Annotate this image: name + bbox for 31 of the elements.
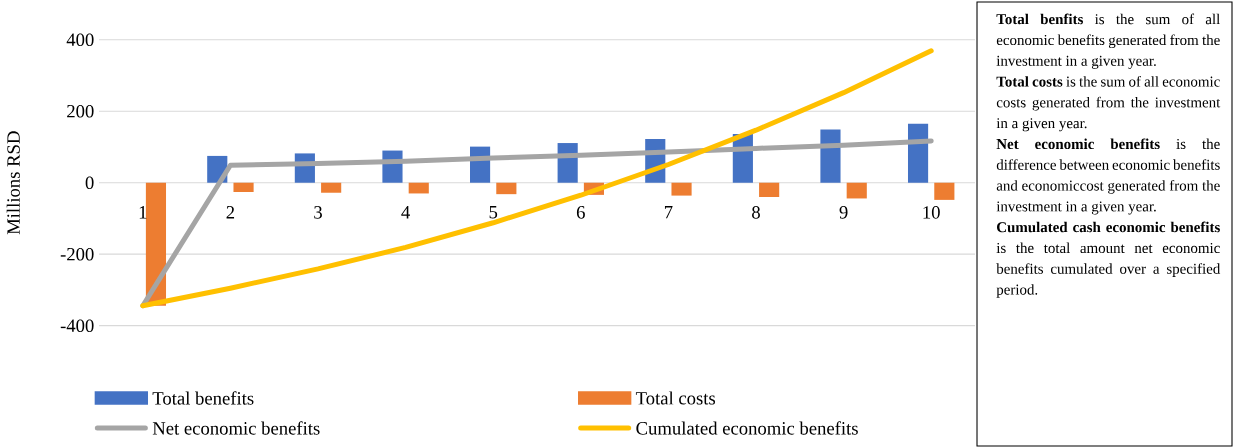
legend-label: Cumulated economic benefits <box>636 421 858 435</box>
bar <box>496 182 517 195</box>
x-tick-label: 9 <box>839 206 848 219</box>
text: Total benfits is the sum of all economic benefits generated from the investment in a given year. <box>996 13 1220 69</box>
legend-label: Net economic benefits <box>152 421 320 435</box>
legend-label: Total benefits <box>152 391 254 405</box>
bar <box>934 182 955 200</box>
bar <box>408 182 429 194</box>
y-tick-label: -400 <box>60 319 94 333</box>
y-tick-label: -200 <box>60 247 94 261</box>
bar <box>321 182 342 193</box>
x-tick-label: 6 <box>576 206 585 219</box>
x-tick-label: 7 <box>664 206 673 219</box>
x-tick-label: 3 <box>314 206 322 219</box>
x-tick-label: 8 <box>752 206 760 219</box>
y-tick-label: 200 <box>67 104 94 118</box>
x-tick-label: 5 <box>489 206 498 219</box>
y-axis-title: Millions RSD <box>6 131 20 235</box>
bar <box>671 182 692 196</box>
y-tick-label: 400 <box>66 33 94 47</box>
bar <box>846 182 867 199</box>
y-tick-label: 0 <box>85 176 94 190</box>
x-tick-label: 4 <box>401 206 410 219</box>
bar <box>759 182 780 198</box>
legend-label: Total costs <box>635 391 716 405</box>
x-tick-label: 10 <box>923 206 940 219</box>
bar <box>233 182 254 193</box>
text: Net economic benefits is the difference between economic benefits and economiccost generated from the investment in a given year. <box>996 138 1220 215</box>
text: Cumulated cash economic benefits is the total amount net economic benefits cumulated over a specified period. <box>996 221 1221 298</box>
x-tick-label: 2 <box>226 206 235 219</box>
text: Total costs is the sum of all economic costs generated from the investment in a given year. <box>996 75 1221 132</box>
